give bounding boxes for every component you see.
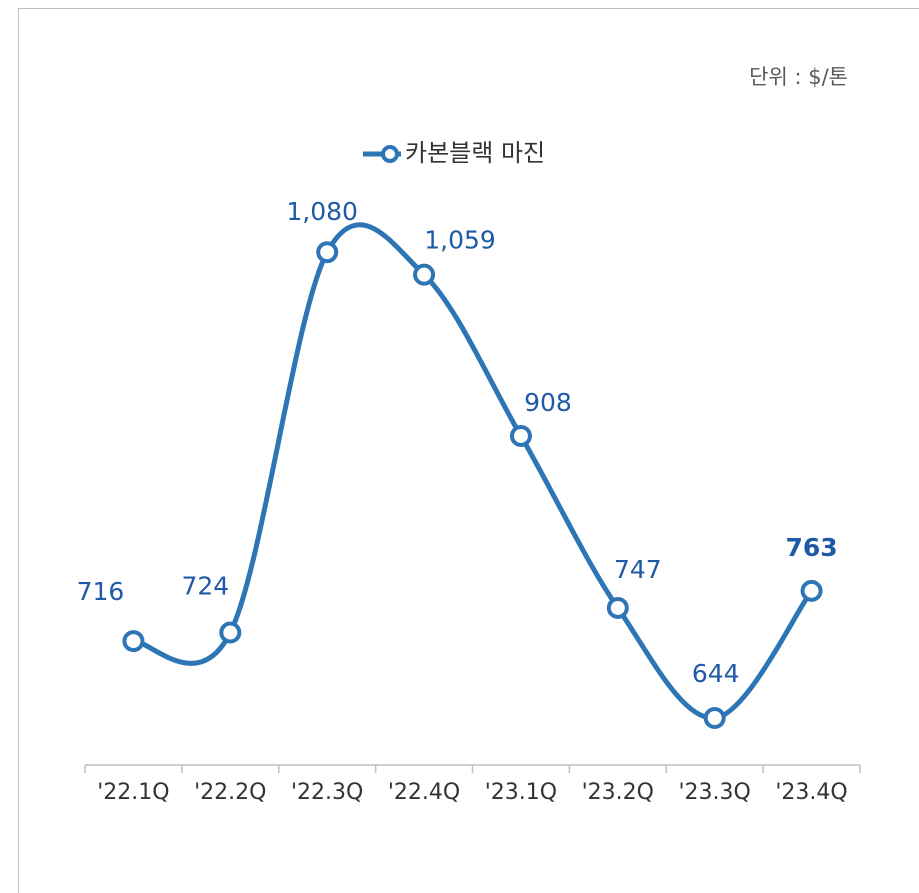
point-marker (413, 263, 436, 286)
data-label: 1,059 (424, 226, 496, 255)
series-line (133, 222, 814, 721)
x-tick-label: '22.3Q (291, 780, 363, 805)
point-marker (800, 579, 823, 602)
point-marker (219, 621, 242, 644)
frame (18, 8, 919, 893)
x-tick-label: '23.2Q (582, 780, 654, 805)
data-label: 644 (692, 659, 740, 688)
x-tick-label: '22.1Q (97, 780, 169, 805)
legend-marker (381, 145, 399, 163)
point-marker (703, 706, 726, 729)
data-label: 1,080 (286, 197, 358, 226)
x-tick-label: '22.2Q (194, 780, 266, 805)
unit-annotation: 단위 : $/톤 (749, 65, 848, 89)
data-label: 716 (77, 577, 125, 606)
point-marker (509, 424, 532, 447)
legend-label: 카본블랙 마진 (405, 139, 545, 167)
x-tick-label: '23.1Q (485, 780, 557, 805)
x-tick-label: '23.4Q (775, 780, 847, 805)
point-marker (316, 241, 339, 264)
data-label: 908 (524, 388, 572, 417)
point-marker (122, 630, 145, 653)
point-marker (606, 596, 629, 619)
x-tick-label: '23.3Q (679, 780, 751, 805)
x-tick-label: '22.4Q (388, 780, 460, 805)
data-label: 724 (181, 572, 229, 601)
data-label: 763 (785, 533, 837, 562)
data-label: 747 (614, 555, 662, 584)
